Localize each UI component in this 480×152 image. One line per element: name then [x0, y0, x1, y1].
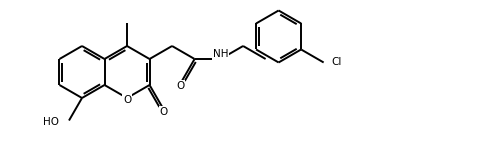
Text: O: O [177, 81, 185, 91]
Text: NH: NH [213, 49, 228, 59]
Text: O: O [159, 107, 168, 117]
Text: Cl: Cl [332, 57, 342, 67]
Text: HO: HO [43, 117, 59, 126]
Text: O: O [123, 95, 131, 105]
